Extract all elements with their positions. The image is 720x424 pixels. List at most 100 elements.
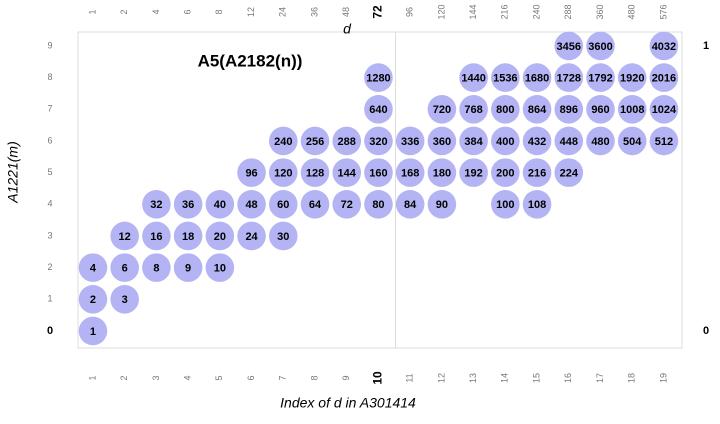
point [205,221,235,251]
point-label: 80 [372,199,384,211]
point-label: 128 [306,168,324,180]
point [142,221,171,251]
point-label: 72 [341,199,353,211]
point-label: 960 [591,104,609,116]
point [491,126,520,156]
point [268,221,298,251]
point-label: 896 [560,104,578,116]
point-label: 48 [245,199,257,211]
point-label: 1 [90,326,96,338]
point [237,189,266,219]
x2-tick-label: 240 [531,4,541,19]
point-label: 2 [90,294,96,306]
point [554,94,584,124]
point [617,63,647,92]
x2-tick-label: 288 [563,4,573,19]
point [427,94,457,124]
y-tick-label: 1 [47,294,52,304]
y2-tick-label: 1 [703,40,709,52]
x2-tick-label: 360 [595,4,605,19]
point-label: 768 [464,104,482,116]
x-tick-label: 2 [119,375,129,380]
point-label: 2016 [652,73,676,85]
point [364,189,393,219]
y-tick-label: 2 [47,262,52,272]
point-label: 1920 [620,73,644,85]
point-label: 24 [245,231,258,243]
point [649,63,679,92]
point [364,126,393,156]
x-tick-label: 19 [658,373,668,383]
point [237,158,266,187]
y-tick-label: 7 [47,104,52,114]
x-tick-label: 11 [405,373,415,382]
point-label: 384 [464,136,483,148]
x2-tick-label: 576 [658,4,668,19]
point-label: 1792 [588,73,612,85]
x-tick-label: 3 [151,375,161,380]
point-label: 30 [277,231,289,243]
point-label: 1440 [461,73,485,85]
point-label: 320 [369,136,387,148]
point [78,284,108,314]
x-tick-label: 13 [468,373,478,383]
point-label: 40 [214,199,226,211]
x2-tick-label: 36 [309,7,319,17]
point [427,126,457,156]
point [554,126,584,156]
point-label: 1024 [652,104,677,116]
x-tick-label: 9 [341,375,351,380]
point [586,31,615,61]
point [78,316,108,346]
x-axis-label: Index of d in A301414 [280,395,416,411]
point-label: 288 [338,136,356,148]
x2-tick-label: 4 [151,9,161,14]
point-label: 12 [119,231,131,243]
x2-tick-label: 120 [436,4,446,19]
point [649,94,679,124]
point-label: 216 [528,168,546,180]
point-label: 90 [436,199,448,211]
point [364,63,393,92]
point-label: 6 [122,263,128,275]
point [427,189,457,219]
x2-tick-label: 12 [246,7,256,17]
point-label: 480 [591,136,609,148]
point [491,158,520,187]
y-tick-label: 5 [47,167,52,177]
point-label: 8 [153,263,159,275]
x-tick-label: 8 [309,375,319,380]
plot-frame [77,31,683,349]
point-label: 4032 [652,41,676,53]
point [300,189,330,219]
point-label: 448 [560,136,578,148]
point [78,253,108,282]
x2-tick-label: 2 [119,9,129,14]
x2-tick-label: 72 [371,5,385,19]
x2-tick-label: 216 [500,4,510,19]
point [586,94,615,124]
point [554,158,584,187]
point [142,253,171,282]
point [300,158,330,187]
point [142,189,171,219]
point-label: 120 [274,168,292,180]
point-label: 432 [528,136,546,148]
x-tick-label: 17 [595,373,605,383]
x-tick-label: 14 [500,373,510,383]
point [205,253,235,282]
y-tick-label: 8 [47,72,52,82]
point-label: 100 [496,199,514,211]
point [364,94,393,124]
x2-tick-label: 480 [627,4,637,19]
point-label: 1728 [557,73,581,85]
x2-tick-label: 96 [405,7,415,17]
point-label: 1680 [525,73,549,85]
point [649,126,679,156]
y-tick-label: 6 [47,135,52,145]
point [427,158,457,187]
point-label: 18 [182,231,194,243]
point [491,63,520,92]
x-tick-label: 7 [278,375,288,380]
